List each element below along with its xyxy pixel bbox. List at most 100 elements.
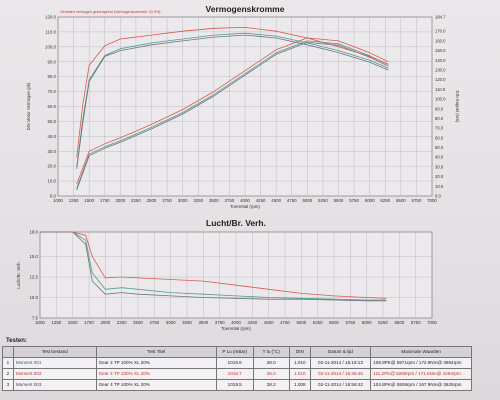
y2-tick-label: 160.0 [435, 38, 446, 43]
y-tick-label: 10.0 [47, 179, 56, 184]
row-datum: 02-11-2014 / 16:18:13 [309, 357, 372, 369]
y-tick-label: 70.0 [47, 89, 56, 94]
x-tick-label: 4750 [280, 320, 290, 325]
y2-tick-label: 110.0 [435, 87, 446, 92]
x-tick-label: 3000 [166, 320, 176, 325]
x-tick-label: 6750 [411, 320, 421, 325]
table-row[interactable]: 1 Moment 001 Gear 4 TP 100% XL 20% 1018.… [2, 357, 472, 369]
y2-tick-label: 50.0 [435, 145, 444, 150]
x-tick-label: 2500 [133, 320, 143, 325]
y2-tick-label: 80.0 [435, 116, 444, 121]
x-tick-label: 3750 [215, 320, 225, 325]
y-tick-label: 80.0 [47, 74, 56, 79]
y2-tick-label: 60.0 [435, 135, 444, 140]
col-din: DIN [288, 346, 311, 358]
series-line-moment-003 [76, 42, 389, 191]
y2-tick-label: 70.0 [435, 126, 444, 131]
row-p-lu: 1019.5 [215, 379, 254, 391]
x-tick-label: 6500 [394, 320, 404, 325]
y2-tick-label: 120.0 [435, 77, 446, 82]
y-tick-label: 110.0 [45, 29, 56, 34]
x-tick-label: 6000 [362, 320, 372, 325]
row-bestand[interactable]: Moment 003 [12, 379, 97, 391]
charts-canvas: 1000 1250 1500 1750 2000 2250 2500 2750 3000 3250… [16, 4, 460, 331]
tests-heading: Testen: [6, 338, 27, 344]
x-tick-label: 5500 [329, 320, 339, 325]
y-tick-label: 120.0 [45, 15, 57, 20]
col-index [2, 346, 14, 358]
row-titel: Gear 4 TP 100% XL 20% [95, 357, 217, 369]
x-tick-label: 6000 [365, 198, 375, 203]
x-tick-label: 2750 [162, 198, 172, 203]
y-tick-label: 7.5 [32, 316, 39, 321]
y-tick-label: 30.0 [47, 149, 56, 154]
x-tick-label: 3250 [182, 320, 192, 325]
row-titel: Gear 4 TP 100% XL 20% [95, 368, 217, 380]
x-axis-label: Toerental (rpm) [221, 326, 251, 331]
y2-tick-label: 0.0 [435, 194, 441, 199]
y-tick-label: 0.0 [50, 194, 57, 199]
x-tick-label: 1000 [53, 198, 63, 203]
col-t-lu: T lu (°C) [252, 346, 290, 358]
col-max-waarden: Maximale Waarden [370, 346, 472, 358]
row-max: 104.8PK@ 5506rpm / 167.9Nm@ 3625rpm [370, 379, 472, 391]
row-index: 2 [2, 368, 14, 380]
col-test-titel: Test Titel [95, 346, 217, 358]
y-tick-label: 20.0 [47, 164, 56, 169]
y-axis-label: DIN Motor Vermogen (pk) [26, 82, 31, 130]
table-row[interactable]: 2 Moment 002 Gear 4 TP 100% XL 20% 1018.… [2, 368, 472, 380]
x-tick-label: 1500 [84, 198, 94, 203]
y-tick-label: 100.0 [45, 44, 57, 49]
y-tick-label: 10.0 [29, 295, 38, 300]
row-bestand[interactable]: Moment 002 [12, 368, 97, 380]
y2-tick-label: 100.0 [435, 97, 446, 102]
x-tick-label: 1500 [68, 320, 78, 325]
y2-tick-label: 30.0 [435, 164, 444, 169]
x-tick-label: 5000 [302, 198, 312, 203]
x-tick-label: 4500 [271, 198, 281, 203]
y-tick-label: 12.5 [29, 275, 38, 280]
x-tick-label: 1750 [100, 198, 110, 203]
x-tick-label: 5000 [296, 320, 306, 325]
x-tick-label: 1250 [51, 320, 61, 325]
y2-tick-label: 150.0 [435, 48, 446, 53]
x-tick-label: 5250 [313, 320, 323, 325]
x-tick-label: 1250 [69, 198, 79, 203]
x-tick-label: 2250 [131, 198, 141, 203]
col-p-lu: P Lu (mBar) [215, 346, 254, 358]
row-t-lu: 28.2 [252, 379, 290, 391]
col-datum: Datum & tijd [309, 346, 372, 358]
series-line-moment-002 [76, 37, 389, 185]
x-tick-label: 3250 [193, 198, 203, 203]
x-tick-label: 1750 [84, 320, 94, 325]
x-tick-label: 1000 [35, 320, 45, 325]
series-line-moment-003 [40, 231, 387, 302]
row-din: 1.010 [288, 368, 311, 380]
row-index: 1 [2, 357, 14, 369]
y-axis-label: Lucht/Br. Verh. [16, 261, 21, 288]
x-tick-label: 3750 [225, 198, 235, 203]
x-tick-label: 4000 [240, 198, 250, 203]
x-tick-label: 2500 [147, 198, 157, 203]
row-datum: 02-11-2014 / 16:58:42 [309, 379, 372, 391]
x-tick-label: 4500 [264, 320, 274, 325]
row-din: 1.010 [288, 357, 311, 369]
y-tick-label: 50.0 [47, 119, 56, 124]
y2-tick-label: 184.7 [435, 15, 446, 20]
y-tick-label: 60.0 [47, 104, 56, 109]
y-tick-label: 90.0 [47, 59, 56, 64]
x-tick-label: 5500 [334, 198, 344, 203]
row-bestand[interactable]: Moment 001 [12, 357, 97, 369]
row-din: 1.008 [288, 379, 311, 391]
row-max: 108.8PK@ 5571rpm / 172.9Nm@ 3964rpm [370, 357, 472, 369]
series-line-moment-002 [76, 26, 389, 158]
x-tick-label: 4250 [247, 320, 257, 325]
row-t-lu: 28.0 [252, 368, 290, 380]
y2-tick-label: 130.0 [435, 68, 446, 73]
x-tick-label: 7000 [427, 198, 437, 203]
x-tick-label: 2750 [149, 320, 159, 325]
series-line-moment-003 [76, 34, 389, 169]
x-tick-label: 7000 [427, 320, 437, 325]
table-row[interactable]: 3 Moment 003 Gear 4 TP 100% XL 20% 1019.… [2, 379, 472, 391]
